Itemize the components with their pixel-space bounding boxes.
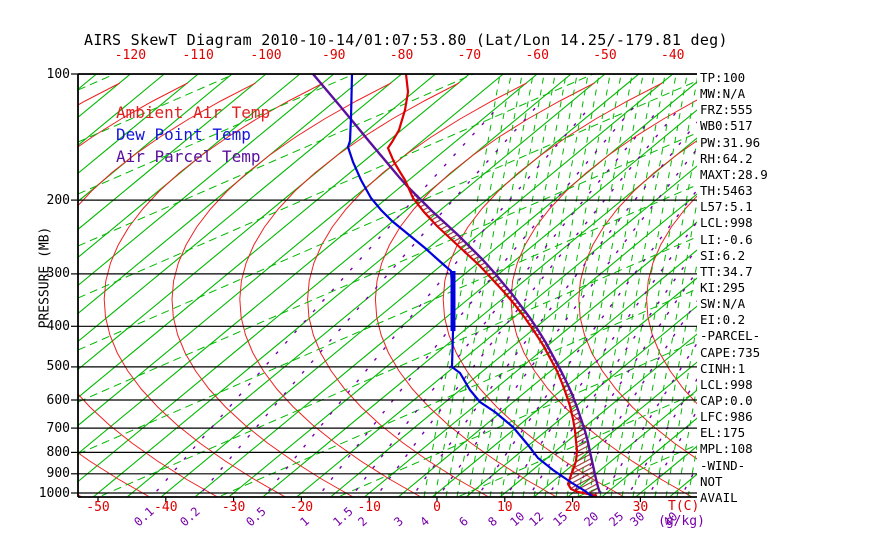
bottom-temp-tick-label: 10: [496, 500, 513, 515]
stat-line: CAP:0.0: [700, 393, 753, 408]
mixing-ratio-unit: (g/kg): [658, 514, 705, 529]
stat-line: LCL:998: [700, 215, 753, 231]
bottom-temp-tick-label: 20: [564, 500, 581, 515]
stat-line: TT:34.7: [700, 263, 753, 279]
top-temp-tick-label: -70: [457, 48, 482, 63]
stat-line: WB0:517: [700, 118, 753, 134]
bottom-temp-tick-label: -20: [289, 500, 314, 515]
stat-line: LI:-0.6: [700, 231, 753, 247]
stat-line: FRZ:555: [700, 102, 753, 118]
stat-line: SI:6.2: [700, 247, 746, 263]
pressure-grid-lines: [78, 74, 697, 494]
stat-line: CAPE:735: [700, 344, 761, 360]
bottom-temp-tick-label: -50: [86, 500, 110, 515]
top-temp-tick-label: -100: [250, 48, 282, 63]
top-temp-tick-label: -40: [661, 48, 685, 63]
top-temp-tick-label: -60: [525, 48, 549, 63]
bottom-temp-tick-label: 0: [433, 500, 441, 515]
stat-line: -WIND-: [700, 457, 746, 473]
stat-line: KI:295: [700, 279, 746, 295]
stat-line: TP:100: [700, 70, 746, 85]
top-temp-tick-label: -120: [114, 48, 147, 63]
stat-line: AVAIL: [700, 489, 738, 505]
pressure-tick-label: 800: [46, 444, 70, 460]
top-temp-tick-label: -50: [593, 48, 617, 63]
stat-line: SW:N/A: [700, 296, 746, 312]
stat-line: -PARCEL-: [700, 328, 761, 344]
bottom-temp-tick-label: -10: [357, 500, 381, 515]
stat-line: L57:5.1: [700, 199, 753, 215]
stat-line: PW:31.96: [700, 134, 761, 150]
bottom-temp-tick-label: 30: [632, 500, 649, 515]
pressure-tick-label: 500: [46, 359, 70, 375]
pressure-tick-label: 200: [46, 192, 70, 208]
pressure-tick-label: 1000: [38, 485, 70, 501]
moist-adiabat-shallow-lines: [78, 74, 697, 497]
pressure-tick-label: 100: [46, 66, 70, 82]
cape-hatched-area: [399, 177, 600, 496]
plot-frame: [71, 73, 697, 502]
top-temp-tick-label: -80: [389, 48, 414, 63]
legend-air-parcel: Air Parcel Temp: [116, 147, 261, 166]
legend-dew-point: Dew Point Temp: [116, 125, 251, 144]
temp-axis-unit: T(C): [668, 499, 700, 514]
stat-line: MW:N/A: [700, 86, 746, 102]
top-temp-tick-label: -110: [182, 48, 214, 63]
ambient-temp-curve: [386, 74, 598, 497]
pressure-tick-label: 400: [46, 318, 70, 334]
top-temp-tick-label: -90: [322, 48, 346, 63]
bottom-temp-tick-label: -40: [154, 500, 178, 515]
page-title: AIRS SkewT Diagram 2010-10-14/01:07:53.8…: [84, 31, 728, 49]
parcel-temp-curve: [312, 74, 602, 494]
stat-line: RH:64.2: [700, 150, 753, 166]
pressure-tick-label: 700: [46, 420, 70, 436]
stat-line: MPL:108: [700, 441, 753, 457]
pressure-tick-label: 300: [46, 266, 70, 282]
legend-ambient-temp: Ambient Air Temp: [116, 103, 271, 122]
bottom-temp-tick-label: -30: [221, 500, 246, 515]
stat-line: MAXT:28.9: [700, 166, 768, 182]
stat-line: EI:0.2: [700, 312, 746, 328]
stat-line: EL:175: [700, 425, 746, 441]
stat-line: LFC:986: [700, 409, 753, 425]
stat-line: LCL:998: [700, 376, 753, 392]
stat-line: NOT: [700, 473, 723, 489]
pressure-tick-label: 900: [46, 466, 70, 482]
stat-line: CINH:1: [700, 360, 746, 376]
pressure-tick-label: 600: [46, 392, 70, 408]
stat-line: TH:5463: [700, 183, 753, 199]
